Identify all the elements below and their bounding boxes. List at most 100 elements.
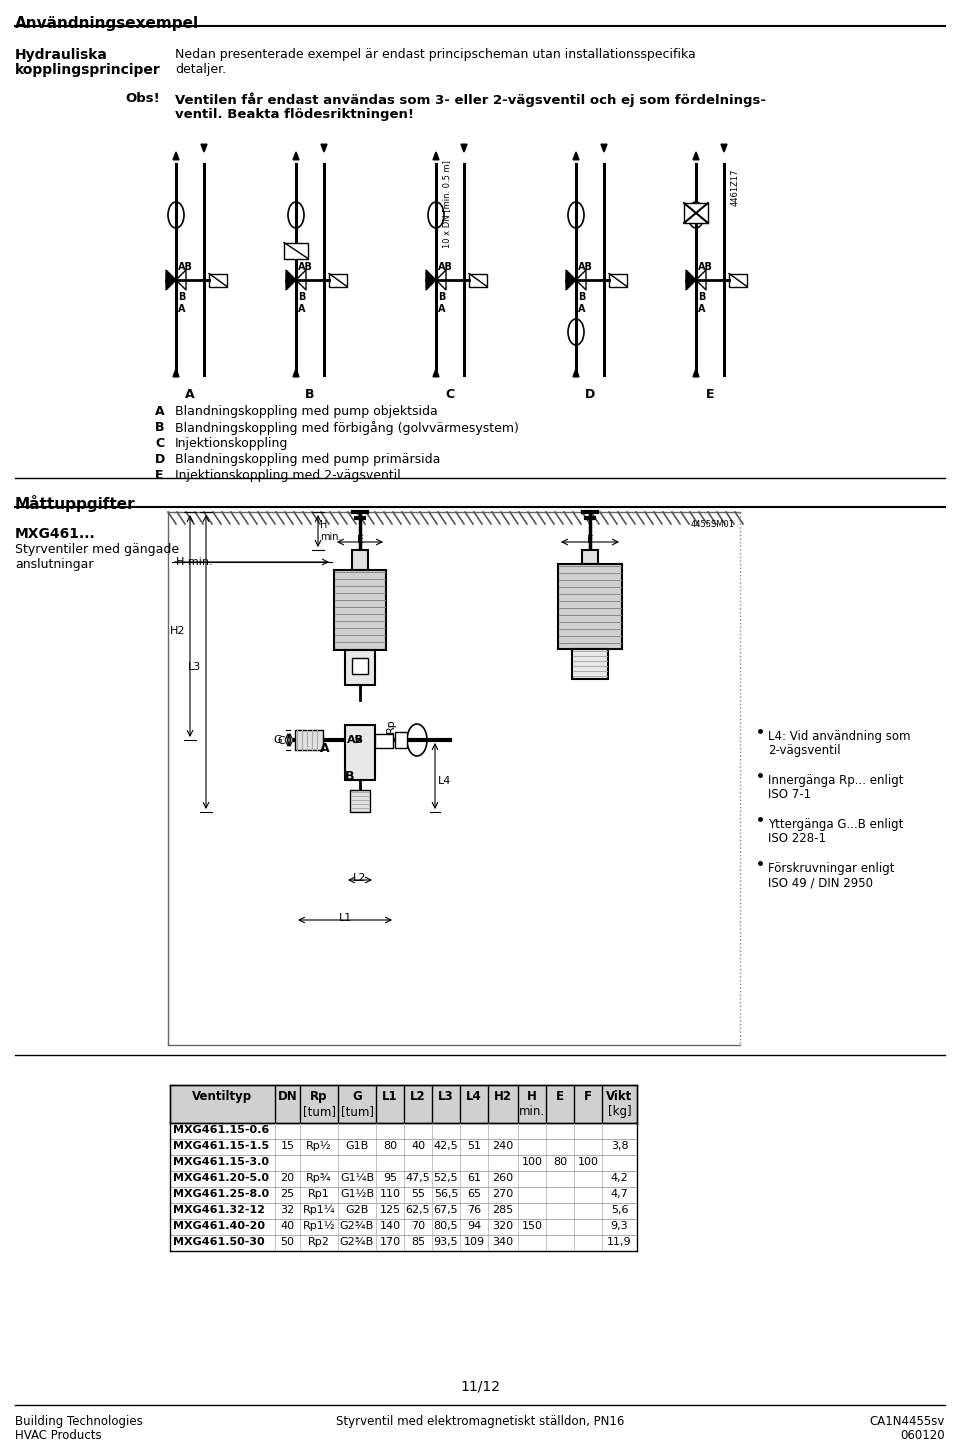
- Text: ISO 228-1: ISO 228-1: [768, 832, 826, 845]
- Text: Injektionskoppling: Injektionskoppling: [175, 437, 288, 450]
- Text: AB: AB: [178, 262, 193, 273]
- Bar: [170, 1084, 637, 1123]
- Polygon shape: [696, 270, 706, 290]
- Text: Styrventiler med gängade: Styrventiler med gängade: [15, 544, 180, 557]
- Polygon shape: [436, 270, 446, 290]
- Ellipse shape: [568, 202, 584, 228]
- Text: B: B: [578, 291, 586, 301]
- Text: Obs!: Obs!: [125, 92, 159, 105]
- Text: AB: AB: [578, 262, 593, 273]
- Text: 125: 125: [379, 1206, 400, 1216]
- Text: F: F: [584, 1090, 592, 1103]
- Text: 50: 50: [280, 1237, 295, 1247]
- Text: 32: 32: [280, 1206, 295, 1216]
- Ellipse shape: [407, 724, 427, 756]
- Text: Ventilen får endast användas som 3- eller 2-vägsventil och ej som fördelnings-: Ventilen får endast användas som 3- elle…: [175, 92, 766, 107]
- Text: G: G: [274, 735, 282, 746]
- Text: 95: 95: [383, 1172, 397, 1182]
- Text: 85: 85: [411, 1237, 425, 1247]
- Text: G1½B: G1½B: [340, 1190, 374, 1198]
- Text: 9,3: 9,3: [611, 1221, 628, 1231]
- Text: 20: 20: [280, 1172, 295, 1182]
- Text: 62,5: 62,5: [406, 1206, 430, 1216]
- Text: H: H: [527, 1090, 537, 1103]
- Text: Blandningskoppling med pump primärsida: Blandningskoppling med pump primärsida: [175, 453, 441, 466]
- Polygon shape: [166, 270, 176, 290]
- Text: G2¾B: G2¾B: [340, 1237, 374, 1247]
- Bar: [295, 730, 323, 750]
- Text: Rp1: Rp1: [308, 1190, 330, 1198]
- Text: ISO 49 / DIN 2950: ISO 49 / DIN 2950: [768, 875, 873, 890]
- Text: 11,9: 11,9: [607, 1237, 632, 1247]
- Text: 170: 170: [379, 1237, 400, 1247]
- Polygon shape: [286, 270, 296, 290]
- Bar: [395, 733, 407, 748]
- Text: 140: 140: [379, 1221, 400, 1231]
- Polygon shape: [293, 151, 299, 160]
- Text: Innergänga Rp... enligt: Innergänga Rp... enligt: [768, 774, 903, 787]
- Text: AB: AB: [347, 735, 364, 746]
- Text: B: B: [438, 291, 445, 301]
- Bar: [684, 203, 708, 224]
- Text: B: B: [698, 291, 706, 301]
- Polygon shape: [461, 144, 467, 151]
- Text: [tum]: [tum]: [341, 1105, 373, 1118]
- Text: D: D: [155, 453, 165, 466]
- Text: 320: 320: [492, 1221, 514, 1231]
- Text: Rp1½: Rp1½: [302, 1221, 335, 1231]
- Text: HVAC Products: HVAC Products: [15, 1429, 102, 1442]
- Text: 240: 240: [492, 1141, 514, 1151]
- Text: 2-vägsventil: 2-vägsventil: [768, 744, 841, 757]
- Text: Förskruvningar enligt: Förskruvningar enligt: [768, 862, 895, 875]
- Text: MXG461.20-5.0: MXG461.20-5.0: [173, 1172, 269, 1182]
- Text: Yttergänga G...B enligt: Yttergänga G...B enligt: [768, 818, 903, 831]
- Text: B: B: [298, 291, 305, 301]
- Text: MXG461.32-12: MXG461.32-12: [173, 1206, 265, 1216]
- Text: 109: 109: [464, 1237, 485, 1247]
- Text: ventil. Beakta flödesriktningen!: ventil. Beakta flödesriktningen!: [175, 108, 414, 121]
- Bar: [209, 274, 227, 287]
- Polygon shape: [433, 151, 439, 160]
- Bar: [572, 649, 608, 679]
- Text: MXG461...: MXG461...: [15, 526, 96, 541]
- Polygon shape: [321, 144, 327, 151]
- Text: 110: 110: [379, 1190, 400, 1198]
- Text: DN: DN: [277, 1090, 298, 1103]
- Text: 100: 100: [521, 1156, 542, 1167]
- Text: A: A: [578, 304, 586, 314]
- Bar: [345, 650, 375, 685]
- Text: 67,5: 67,5: [434, 1206, 458, 1216]
- Text: Ventiltyp: Ventiltyp: [192, 1090, 252, 1103]
- Polygon shape: [686, 270, 696, 290]
- Text: H2: H2: [494, 1090, 512, 1103]
- Text: A: A: [155, 405, 164, 418]
- Text: AB: AB: [698, 262, 713, 273]
- Bar: [352, 658, 368, 673]
- Text: 80: 80: [383, 1141, 397, 1151]
- Text: B: B: [346, 770, 355, 783]
- Text: 15: 15: [280, 1141, 295, 1151]
- Bar: [609, 274, 627, 287]
- Polygon shape: [426, 270, 436, 290]
- Text: Användningsexempel: Användningsexempel: [15, 16, 199, 30]
- Text: 285: 285: [492, 1206, 514, 1216]
- Text: L1: L1: [382, 1090, 397, 1103]
- Text: D: D: [585, 388, 595, 401]
- Text: Nedan presenterade exempel är endast principscheman utan installationsspecifika: Nedan presenterade exempel är endast pri…: [175, 48, 696, 61]
- Polygon shape: [173, 151, 179, 160]
- Text: 93,5: 93,5: [434, 1237, 458, 1247]
- Polygon shape: [601, 144, 607, 151]
- Text: 100: 100: [578, 1156, 598, 1167]
- Text: AB: AB: [438, 262, 453, 273]
- Text: L2: L2: [410, 1090, 426, 1103]
- Polygon shape: [573, 151, 579, 160]
- Polygon shape: [576, 270, 586, 290]
- Text: 94: 94: [467, 1221, 481, 1231]
- Text: Rp1¼: Rp1¼: [302, 1206, 335, 1216]
- Text: Vikt: Vikt: [607, 1090, 633, 1103]
- Text: Blandningskoppling med förbigång (golvvärmesystem): Blandningskoppling med förbigång (golvvä…: [175, 421, 518, 435]
- Bar: [350, 790, 370, 812]
- Bar: [469, 274, 487, 287]
- Text: 4,2: 4,2: [611, 1172, 629, 1182]
- Polygon shape: [693, 369, 699, 376]
